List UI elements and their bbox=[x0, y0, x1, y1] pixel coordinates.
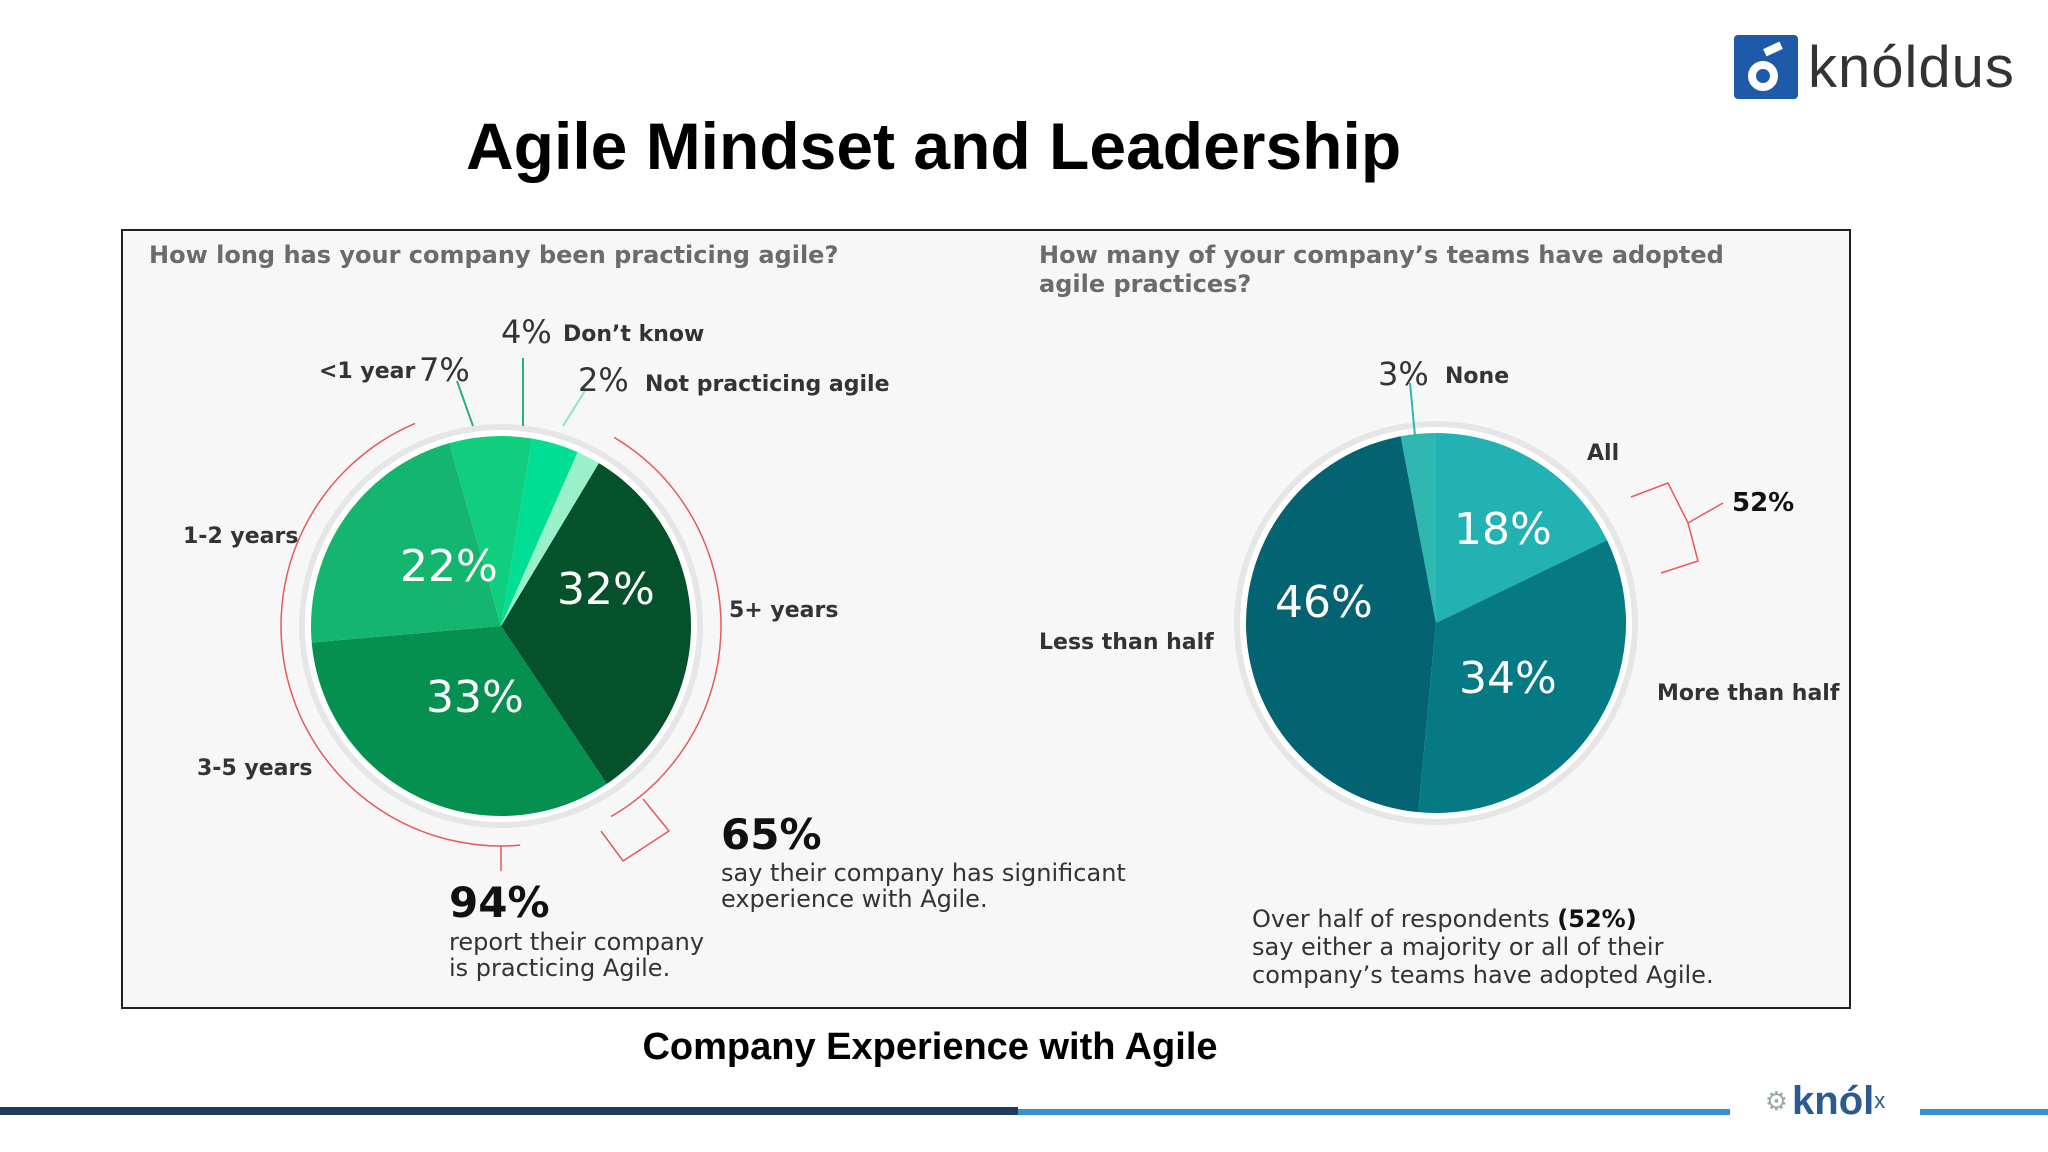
left-pie-slices bbox=[311, 436, 691, 816]
right-slice-none bbox=[1400, 433, 1436, 623]
left-slice-1-year bbox=[449, 436, 533, 626]
knoldus-logo: knóldus bbox=[1734, 33, 2015, 101]
slice-category-label: Less than half bbox=[1039, 630, 1214, 655]
slice-value-label: 22% bbox=[400, 541, 498, 592]
left-slice-1-2-years bbox=[311, 443, 501, 643]
gear-icon: ⚙ bbox=[1764, 1085, 1789, 1116]
slice-category-label: 5+ years bbox=[729, 598, 838, 623]
slice-value-label: 34% bbox=[1459, 653, 1557, 704]
slice-value-label: 33% bbox=[426, 672, 524, 723]
left-slice-5-years bbox=[501, 463, 691, 784]
left-slice-not-practicing-agile bbox=[501, 452, 599, 626]
slice-category-label: All bbox=[1587, 441, 1619, 466]
knoldus-logo-icon bbox=[1734, 35, 1798, 99]
charts-svg: How long has your company been practicin… bbox=[149, 241, 1840, 989]
slice-category-label: Don’t know bbox=[563, 322, 704, 347]
right-slice-less-than-half bbox=[1245, 436, 1436, 813]
leader-line-lt1 bbox=[456, 380, 474, 427]
callout-65-text: say their company has significant bbox=[721, 859, 1126, 887]
leader-line-none bbox=[1409, 382, 1416, 437]
summary-line1: Over half of respondents bbox=[1252, 905, 1557, 933]
summary-line3: company’s teams have adopted Agile. bbox=[1252, 961, 1714, 989]
knolx-logo-text: knól bbox=[1792, 1078, 1875, 1123]
right-chart-title: How many of your company’s teams have ad… bbox=[1039, 241, 1724, 269]
right-slice-more-than-half bbox=[1418, 540, 1626, 814]
callout-94-value: 94% bbox=[449, 878, 550, 927]
right-slice-all bbox=[1436, 433, 1608, 623]
right-pie-slices bbox=[1245, 433, 1626, 814]
slice-value-label: 2% bbox=[578, 361, 629, 399]
left-65-bracket bbox=[600, 436, 722, 863]
chart-panel: How long has your company been practicin… bbox=[121, 229, 1851, 1009]
left-pie-chart: How long has your company been practicin… bbox=[149, 241, 1126, 982]
slice-category-label: <1 year bbox=[319, 359, 416, 384]
knoldus-logo-text: knóldus bbox=[1808, 34, 2015, 100]
slice-category-label: More than half bbox=[1657, 681, 1840, 706]
slice-category-label: Not practicing agile bbox=[645, 372, 890, 397]
right-52-bracket bbox=[1630, 482, 1724, 574]
summary-bold: (52%) bbox=[1557, 905, 1636, 933]
left-slice-don-t-know bbox=[501, 438, 578, 626]
footer-bar-light bbox=[1018, 1109, 2048, 1115]
slice-category-label: 3-5 years bbox=[197, 756, 312, 781]
right-chart-title: agile practices? bbox=[1039, 270, 1251, 298]
figure-caption: Company Experience with Agile bbox=[642, 1026, 1218, 1068]
callout-94-text: is practicing Agile. bbox=[449, 954, 670, 982]
callout-65-value: 65% bbox=[721, 810, 822, 859]
slice-category-label: 1-2 years bbox=[183, 524, 298, 549]
right-pie-chart: How many of your company’s teams have ad… bbox=[1039, 241, 1840, 989]
summary-text: Over half of respondents (52%) bbox=[1252, 905, 1637, 933]
slice-value-label: 4% bbox=[501, 313, 552, 351]
slice-value-label: 7% bbox=[419, 351, 470, 389]
left-chart-title: How long has your company been practicin… bbox=[149, 241, 838, 269]
footer-bar-dark bbox=[0, 1107, 1018, 1115]
callout-94-text: report their company bbox=[449, 928, 704, 956]
summary-line2: say either a majority or all of their bbox=[1252, 933, 1664, 961]
slide-title: Agile Mindset and Leadership bbox=[466, 109, 1402, 183]
bracket-52-value: 52% bbox=[1732, 488, 1794, 518]
left-94-bracket bbox=[280, 422, 521, 871]
knolx-logo: ⚙ knól x bbox=[1730, 1050, 1920, 1152]
callout-65-text: experience with Agile. bbox=[721, 885, 988, 913]
slice-value-label: 46% bbox=[1275, 577, 1373, 628]
slice-category-label: None bbox=[1445, 364, 1509, 389]
slice-value-label: 18% bbox=[1454, 504, 1552, 555]
slice-value-label: 32% bbox=[557, 564, 655, 615]
slice-value-label: 3% bbox=[1378, 355, 1429, 393]
knolx-logo-sup: x bbox=[1874, 1088, 1886, 1113]
leader-line-notpracticing bbox=[562, 388, 587, 427]
left-slice-3-5-years bbox=[311, 626, 607, 816]
